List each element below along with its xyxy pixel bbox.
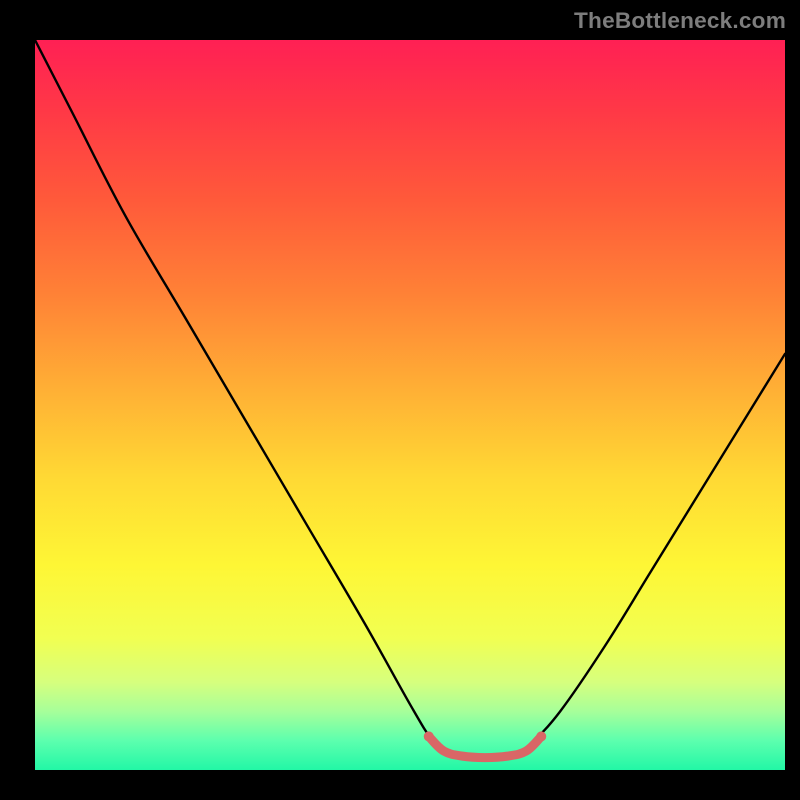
chart-root: TheBottleneck.com: [0, 0, 800, 800]
optimal-range-end-dot: [536, 731, 546, 741]
bottleneck-curve: [35, 40, 785, 757]
curve-layer: [35, 40, 785, 770]
optimal-range-start-dot: [424, 731, 434, 741]
plot-area: [35, 40, 785, 770]
watermark-text: TheBottleneck.com: [574, 8, 786, 34]
optimal-range-highlight: [429, 736, 542, 757]
